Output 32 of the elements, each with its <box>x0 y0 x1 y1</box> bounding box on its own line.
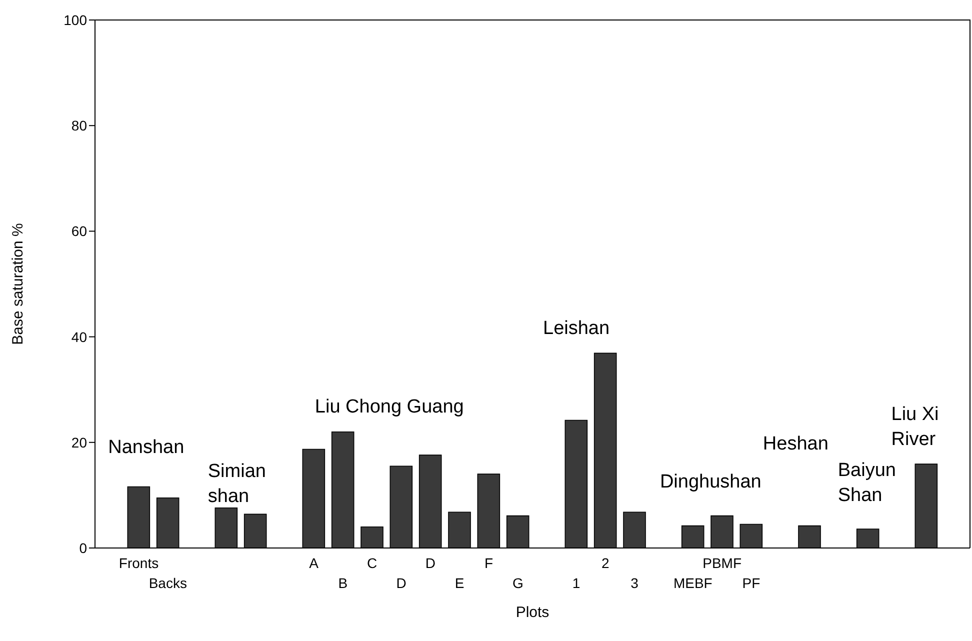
x-tick-label: Backs <box>148 575 187 591</box>
x-tick-label: F <box>484 555 494 571</box>
annotation: Leishan <box>543 318 610 340</box>
annotation: Liu Chong Guang <box>314 396 464 418</box>
x-tick-label: G <box>512 575 524 591</box>
x-axis-title: Plots <box>516 604 550 621</box>
y-axis-title: Base saturation % <box>9 223 26 345</box>
x-tick-label: PF <box>742 575 760 591</box>
y-tick-label: 100 <box>64 12 88 28</box>
annotation: Simian shan <box>208 461 266 508</box>
annotation: Heshan <box>762 433 828 454</box>
y-tick-label: 0 <box>79 540 88 556</box>
x-tick-label: 1 <box>572 575 580 591</box>
x-tick-label: D <box>425 555 436 571</box>
y-tick-label: 80 <box>71 118 88 134</box>
annotation: Liu Xi River <box>891 404 939 450</box>
x-tick-label: MEBF <box>673 575 712 591</box>
x-tick-label: PBMF <box>702 555 742 571</box>
y-tick-label: 20 <box>71 434 88 450</box>
x-tick-label: 3 <box>630 575 639 591</box>
x-tick-label: E <box>454 575 464 591</box>
x-tick-label: A <box>309 555 320 571</box>
x-tick-label: B <box>338 575 348 591</box>
y-tick-label: 60 <box>71 223 88 240</box>
x-tick-label: D <box>396 575 406 591</box>
x-tick-label: Fronts <box>118 555 159 571</box>
annotation: Baiyun Shan <box>838 460 896 506</box>
annotation: Dinghushan <box>660 471 762 492</box>
x-tick-label: 2 <box>602 555 610 571</box>
x-tick-label: C <box>367 555 378 571</box>
annotation: Nanshan <box>108 436 184 458</box>
y-tick-label: 40 <box>71 328 88 345</box>
